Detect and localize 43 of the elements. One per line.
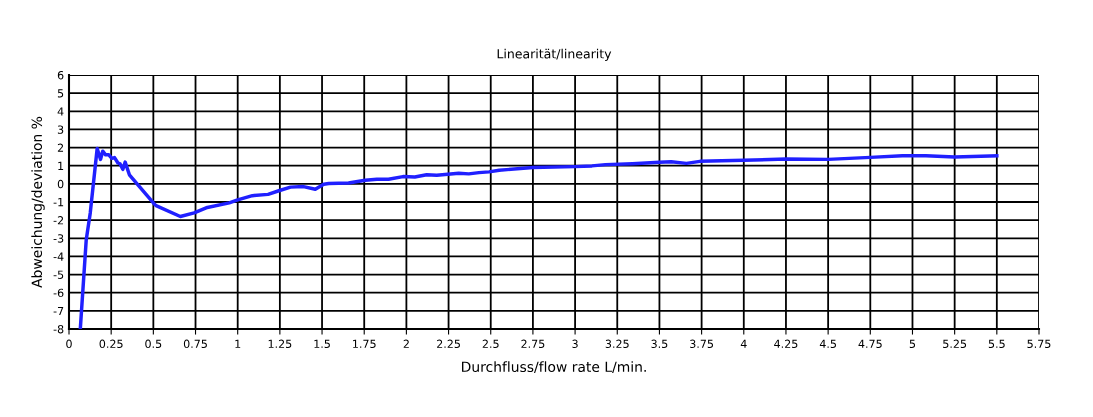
x-tick-label: 3.75 [690,339,714,349]
y-tick-label: 5 [57,89,64,98]
x-tick-label: 4.25 [774,339,798,349]
y-tick-label: -8 [53,324,64,334]
y-axis-title: Abweichung/deviation % [31,116,45,288]
line-series [78,146,999,329]
y-tick-label: -1 [53,198,64,207]
y-tick-label: -4 [53,252,64,261]
y-tick-label: -2 [53,216,64,225]
y-tick-label: -7 [53,306,64,316]
y-tick-label: 6 [57,70,64,80]
y-tick-label: -3 [53,234,64,243]
x-axis-title: Durchfluss/flow rate L/min. [462,361,646,374]
x-tick-label: 2.5 [482,339,499,349]
x-tick-label: 5 [909,339,916,349]
x-tick-label: 3.5 [651,339,668,349]
y-tick-label: -6 [53,288,64,298]
x-tick-label: 1.75 [353,339,376,349]
x-tick-label: 4.75 [858,339,882,349]
y-tick-label: 0 [57,179,64,189]
x-tick-label: 3.25 [605,339,629,349]
y-tick-label: 3 [57,125,64,134]
x-tick-label: 5.75 [1027,339,1051,349]
x-tick-label: 0 [66,339,72,349]
x-tick-label: 0.5 [145,339,162,349]
x-tick-label: 5.25 [943,339,967,349]
x-tick-label: 2.25 [437,339,460,349]
x-tick-label: 1 [235,339,241,348]
x-tick-label: 4 [740,339,747,348]
x-tick-label: 5.5 [988,339,1005,349]
y-tick-label: 4 [57,107,64,116]
x-tick-label: 4.5 [819,339,836,349]
x-tick-label: 1.25 [268,339,292,349]
chart-title: Linearität/linearity [497,48,612,61]
y-tick-label: -5 [53,270,64,279]
x-tick-label: 2.75 [521,339,545,349]
x-tick-label: 3 [572,339,578,349]
x-tick-label: 0.75 [183,339,207,349]
x-tick-label: 1.5 [314,339,330,349]
y-tick-label: 2 [57,143,64,152]
y-tick-label: 1 [58,161,64,170]
x-tick-label: 0.25 [99,339,123,349]
x-tick-label: 2 [403,339,409,348]
